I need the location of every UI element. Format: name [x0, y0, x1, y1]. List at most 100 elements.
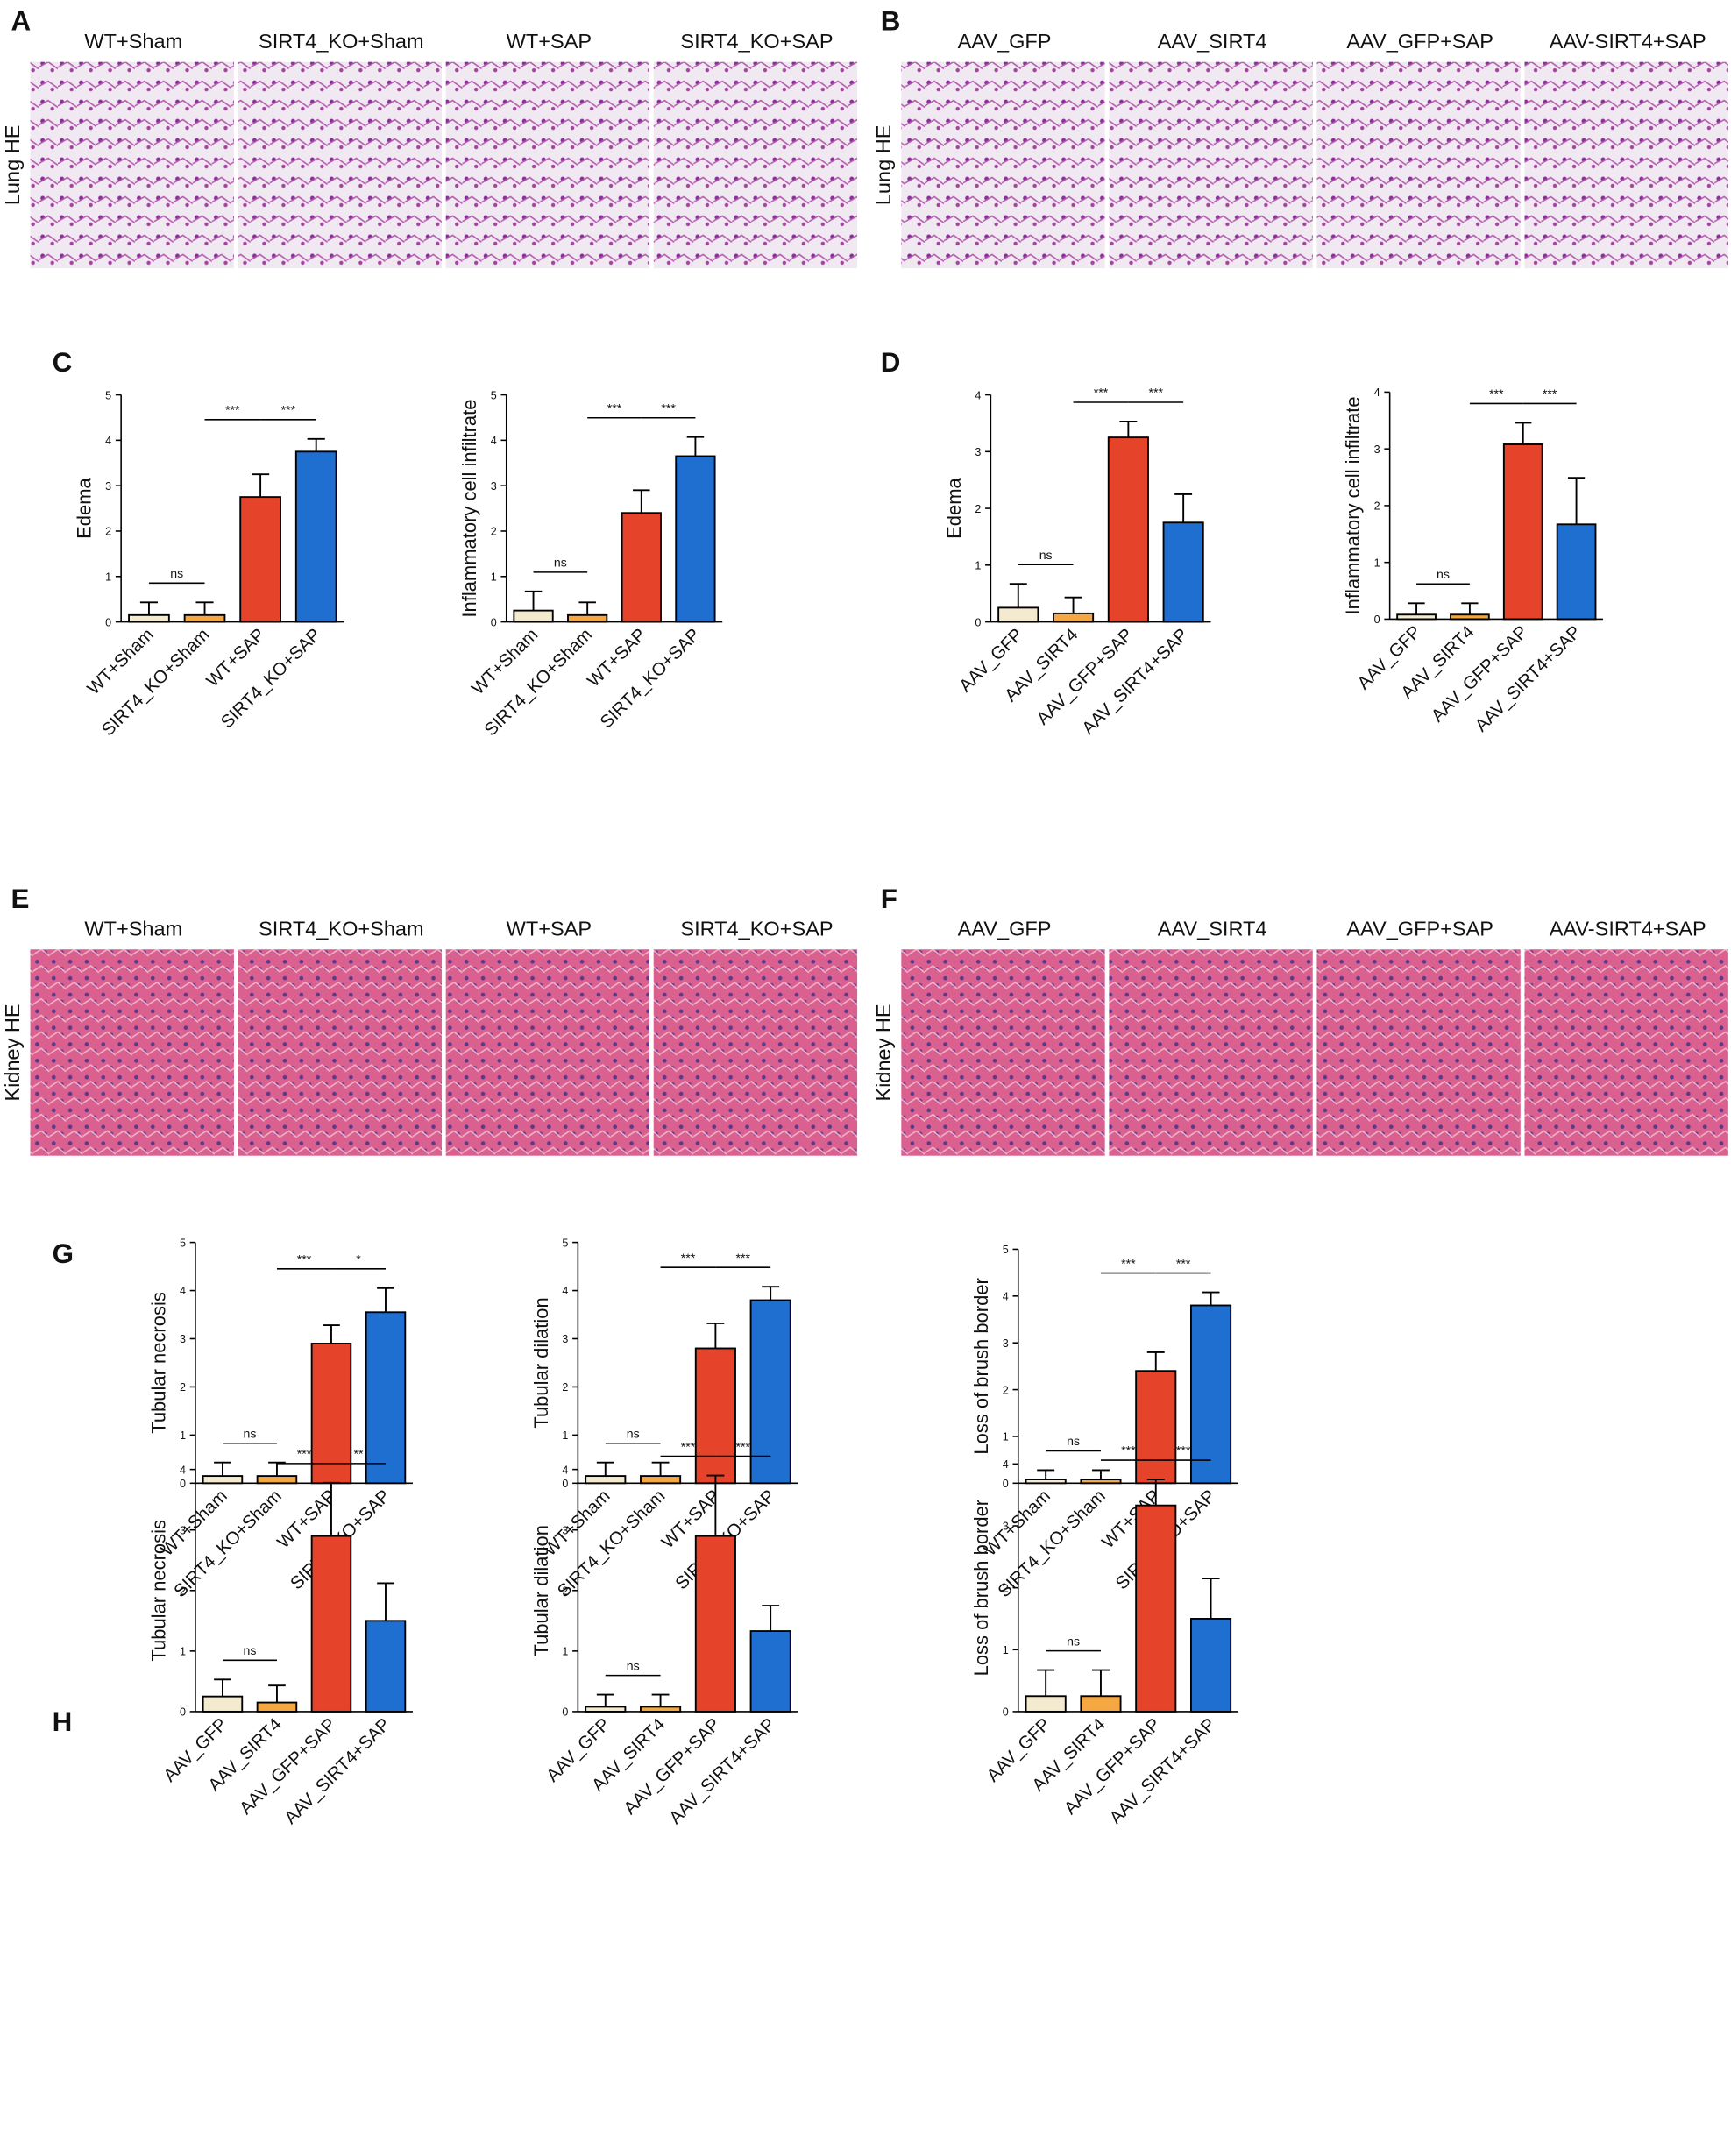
y-tick-label: 4	[1003, 1458, 1009, 1471]
error-bar	[1037, 1469, 1055, 1480]
significance-label: ***	[1121, 1256, 1136, 1270]
histology-image	[238, 61, 442, 269]
significance-label: ***	[661, 401, 676, 415]
image-label: WT+SAP	[507, 918, 592, 940]
significance-label: ***	[607, 401, 622, 415]
x-tick-label: SIRT4_KO+Sham	[554, 1486, 669, 1601]
y-tick-label: 3	[180, 1333, 186, 1345]
y-tick-label: 4	[180, 1464, 186, 1476]
y-axis-label: Edema	[943, 477, 965, 538]
bar	[997, 606, 1039, 623]
significance-label: ***	[736, 1251, 751, 1265]
bar	[640, 1706, 682, 1713]
x-tick-label: AAV_SIRT4+SAP	[1079, 625, 1192, 738]
significance-label: ns	[627, 1658, 640, 1672]
x-tick-label: SIRT4_KO+Sham	[98, 625, 213, 740]
x-tick-label: AAV_GFP+SAP	[237, 1715, 340, 1819]
y-tick-label: 3	[105, 480, 111, 493]
histology-image	[30, 61, 234, 269]
error-bar	[214, 1678, 231, 1697]
histology-image	[445, 61, 650, 269]
error-bar	[377, 1582, 394, 1621]
x-tick-label: SIRT4_KO+Sham	[995, 1486, 1110, 1601]
y-tick-label: 2	[1003, 1582, 1009, 1594]
panel-letter: D	[881, 347, 901, 378]
bar	[1190, 1618, 1232, 1713]
image-label: AAV_GFP	[958, 918, 1052, 940]
y-tick-label: 4	[180, 1285, 186, 1297]
error-bar	[1119, 421, 1138, 438]
row-label: Kidney HE	[872, 1004, 895, 1101]
y-tick-label: 2	[491, 526, 497, 538]
significance-label: ***	[1094, 386, 1109, 400]
error-bar	[1408, 602, 1425, 615]
significance-label: ***	[1176, 1443, 1191, 1457]
bar	[202, 1475, 244, 1485]
x-tick-label: AAV_GFP+SAP	[1033, 625, 1137, 728]
bar	[513, 609, 554, 623]
significance-label: ns	[1039, 548, 1053, 562]
error-bar	[686, 436, 705, 457]
y-tick-label: 3	[975, 446, 981, 458]
significance-label: ***	[281, 403, 296, 417]
error-bar	[1009, 583, 1027, 608]
bar	[256, 1701, 298, 1713]
error-bar	[524, 590, 543, 611]
image-label: WT+SAP	[507, 30, 592, 53]
bar	[310, 1535, 352, 1713]
y-tick-label: 3	[1374, 443, 1380, 456]
error-bar	[1092, 1469, 1110, 1480]
bar	[585, 1706, 627, 1713]
error-bar	[706, 1474, 725, 1536]
significance-label: ***	[681, 1251, 696, 1265]
significance-label: ***	[297, 1252, 312, 1266]
significance-label: ***	[1121, 1443, 1136, 1457]
error-bar	[1092, 1669, 1110, 1697]
error-bar	[307, 437, 325, 452]
image-label: WT+Sham	[84, 918, 182, 940]
bar	[202, 1695, 244, 1713]
y-tick-label: 1	[1374, 557, 1380, 569]
y-tick-label: 4	[105, 435, 111, 447]
panel-letter: B	[881, 6, 901, 37]
y-axis-label: Edema	[74, 477, 96, 538]
x-tick-label: AAV_GFP+SAP	[1428, 622, 1531, 726]
error-bar	[268, 1461, 286, 1477]
bar	[1450, 613, 1490, 621]
bar	[621, 512, 662, 623]
y-tick-label: 2	[180, 1381, 186, 1394]
y-tick-label: 2	[562, 1585, 568, 1597]
significance-label: ns	[243, 1643, 256, 1657]
image-label: AAV_GFP+SAP	[1346, 918, 1493, 940]
significance-label: ns	[1067, 1434, 1080, 1448]
image-label: AAV-SIRT4+SAP	[1550, 30, 1706, 53]
image-label: AAV_SIRT4	[1158, 30, 1267, 53]
error-bar	[214, 1461, 231, 1477]
error-bar	[706, 1322, 725, 1349]
significance-label: ***	[681, 1439, 696, 1453]
error-bar	[268, 1684, 286, 1703]
error-bar	[762, 1286, 780, 1301]
y-tick-label: 0	[491, 616, 497, 628]
error-bar	[1461, 602, 1479, 615]
y-tick-label: 4	[491, 435, 497, 447]
y-tick-label: 1	[180, 1429, 186, 1442]
image-label: SIRT4_KO+Sham	[259, 918, 424, 940]
row-label: Lung HE	[1, 125, 24, 206]
error-bar	[1567, 477, 1586, 525]
image-label: SIRT4_KO+SAP	[680, 30, 833, 53]
bar	[1107, 436, 1149, 623]
y-tick-label: 3	[180, 1524, 186, 1536]
significance-label: ***	[225, 403, 240, 417]
histology-image	[653, 949, 858, 1156]
y-tick-label: 2	[105, 526, 111, 538]
significance-label: ***	[1149, 386, 1164, 400]
y-tick-label: 5	[1003, 1244, 1009, 1256]
bar	[1556, 523, 1597, 621]
x-tick-label: SIRT4_KO+Sham	[481, 625, 596, 740]
y-axis-label: Tubular dilation	[530, 1525, 552, 1656]
y-axis-label: Loss of brush border	[970, 1278, 992, 1454]
y-axis-label: Tubular dilation	[530, 1297, 552, 1428]
bar	[1053, 612, 1095, 623]
histology-image	[1109, 61, 1313, 269]
